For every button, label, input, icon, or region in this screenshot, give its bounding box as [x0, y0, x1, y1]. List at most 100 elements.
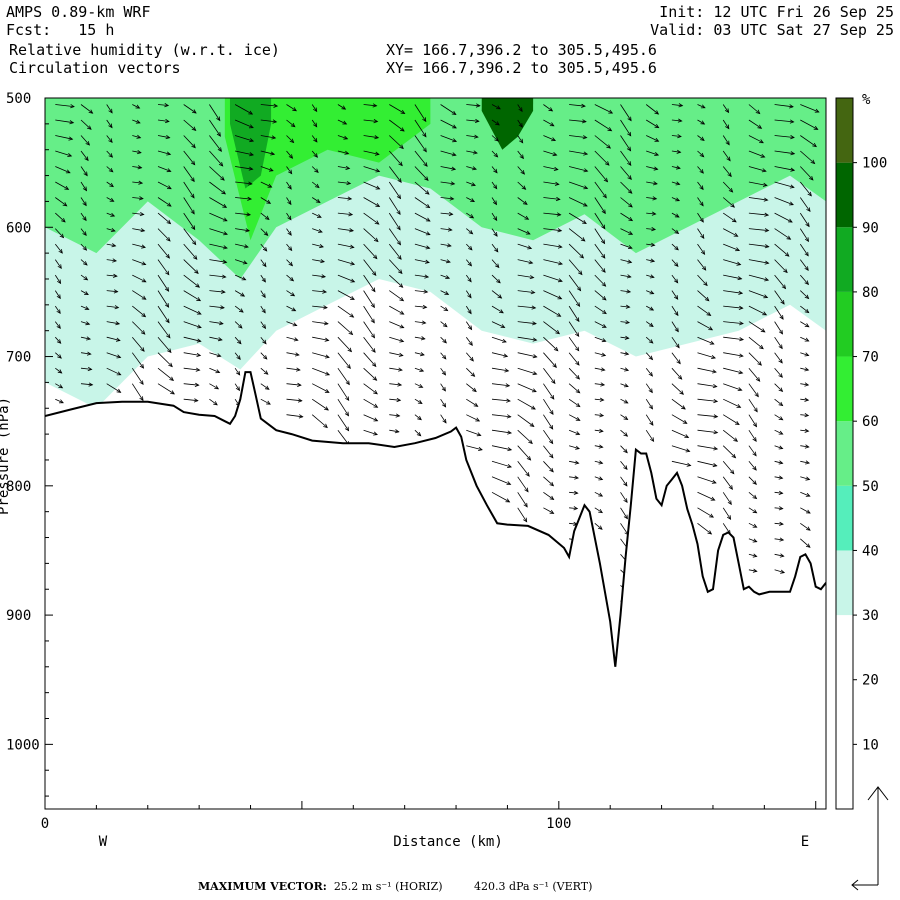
rh-band-60 — [224, 98, 431, 241]
vector-arrowhead — [170, 390, 175, 395]
circulation-vector — [363, 150, 379, 155]
circulation-vector — [491, 305, 504, 314]
circulation-vector — [389, 367, 403, 371]
circulation-vector — [568, 383, 580, 394]
circulation-vector — [414, 398, 423, 404]
circulation-vector — [389, 150, 403, 166]
circulation-vector — [671, 367, 682, 380]
header-xy-1: XY= 166.7,396.2 to 305.5,495.6 — [386, 41, 657, 59]
circulation-vector — [260, 367, 269, 375]
circulation-vector — [568, 274, 581, 291]
vector-arrowhead — [520, 169, 526, 175]
vector-arrowhead — [242, 260, 248, 265]
circulation-vector — [748, 461, 757, 471]
circulation-vector — [286, 104, 297, 112]
vector-arrowhead — [601, 224, 606, 230]
circulation-vector — [465, 274, 472, 282]
circulation-vector — [157, 367, 174, 381]
vector-arrowhead — [111, 243, 117, 248]
vector-arrowhead — [575, 302, 581, 307]
circulation-vector — [671, 398, 686, 410]
colorbar-frame — [835, 97, 854, 810]
vector-arrowhead — [370, 333, 376, 339]
circulation-vector — [183, 166, 195, 182]
plot-area — [44, 97, 827, 810]
circulation-vector — [234, 259, 247, 264]
vector-arrowhead — [248, 166, 254, 171]
vector-arrowhead — [84, 156, 89, 162]
vector-arrowhead — [625, 320, 631, 325]
circulation-vector — [234, 290, 245, 297]
vector-arrowhead — [289, 277, 295, 282]
circulation-vector — [569, 476, 579, 479]
vector-arrowhead — [164, 103, 170, 108]
circulation-vector — [697, 383, 717, 387]
circulation-vector — [748, 476, 757, 485]
vector-arrowhead — [470, 198, 476, 203]
vector-arrowhead — [298, 414, 304, 419]
vector-arrowhead — [654, 110, 660, 115]
vector-arrowhead — [752, 538, 758, 543]
vector-arrowhead — [787, 218, 793, 223]
circulation-vector — [363, 197, 380, 207]
vector-arrowhead — [420, 336, 426, 341]
reference-vector — [851, 786, 889, 891]
vector-arrowhead — [555, 196, 561, 202]
circulation-vector — [620, 429, 628, 437]
vector-arrowhead — [707, 530, 713, 535]
circulation-vector — [620, 523, 629, 536]
vector-arrowhead — [575, 445, 580, 450]
vector-arrowhead — [320, 259, 326, 264]
vector-arrowhead — [752, 568, 758, 573]
vector-arrowhead — [215, 369, 221, 374]
circulation-vector — [748, 305, 767, 316]
vector-arrowhead — [504, 368, 510, 373]
vector-arrowhead — [649, 437, 655, 443]
circulation-vector — [543, 197, 560, 200]
vector-arrowhead — [82, 246, 88, 251]
circulation-vector — [55, 166, 71, 174]
vector-arrowhead — [733, 437, 739, 442]
circulation-vector — [286, 383, 301, 386]
vector-arrowhead — [730, 469, 735, 475]
circulation-vector — [106, 166, 114, 173]
circulation-vector — [132, 259, 146, 265]
circulation-vector — [363, 104, 377, 107]
circulation-vector — [646, 274, 655, 278]
circulation-vector — [389, 274, 403, 288]
circulation-vector — [671, 429, 689, 438]
circulation-vector — [748, 290, 768, 298]
vector-arrowhead — [764, 277, 770, 282]
circulation-vector — [466, 429, 481, 436]
vector-arrowhead — [805, 509, 811, 514]
vector-arrowhead — [135, 104, 141, 109]
circulation-vector — [697, 352, 716, 359]
circulation-vector — [80, 243, 87, 251]
vector-arrowhead — [506, 398, 511, 403]
circulation-vector — [183, 228, 197, 245]
circulation-vector — [569, 135, 587, 138]
vector-arrowhead — [417, 415, 422, 421]
circulation-vector — [748, 104, 760, 114]
circulation-vector — [106, 150, 113, 158]
vector-arrowhead — [678, 103, 684, 108]
vector-arrowhead — [598, 492, 604, 497]
circulation-vector — [671, 228, 679, 234]
vector-arrowhead — [807, 191, 812, 197]
circulation-vector — [722, 476, 733, 490]
circulation-vector — [774, 321, 783, 335]
circulation-vector — [466, 243, 473, 251]
vector-arrowhead — [804, 397, 810, 402]
vector-arrowhead — [626, 146, 632, 152]
vector-arrowhead — [674, 295, 679, 300]
circulation-vector — [748, 429, 757, 442]
vector-arrowhead — [600, 239, 606, 245]
circulation-vector — [517, 367, 537, 375]
circulation-vector — [697, 212, 704, 223]
circulation-vector — [106, 321, 120, 325]
vector-arrowhead — [222, 217, 228, 222]
colorbar-swatch — [836, 291, 853, 357]
circulation-vector — [183, 259, 199, 274]
vector-arrowhead — [703, 281, 708, 287]
vector-arrowhead — [608, 109, 614, 114]
